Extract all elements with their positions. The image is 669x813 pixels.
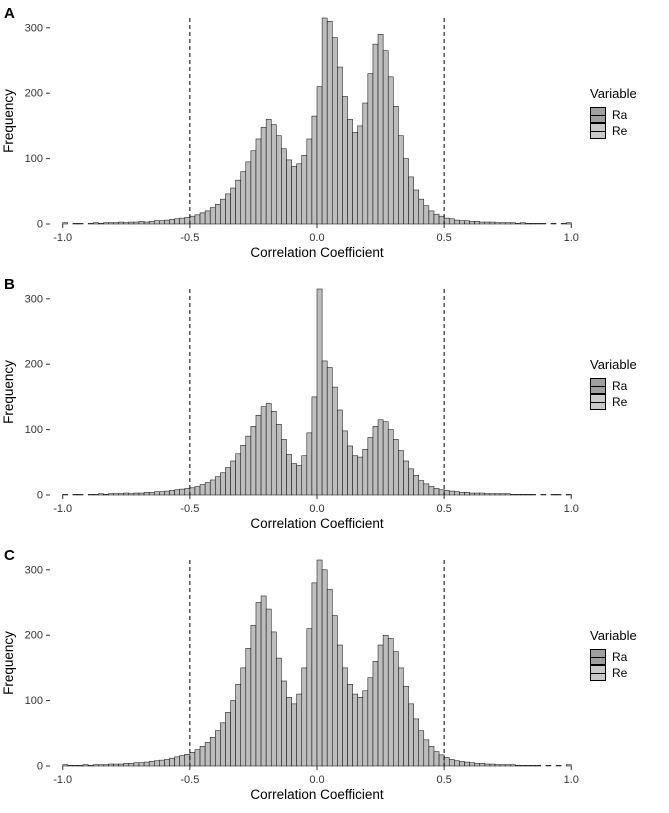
y-tick-label: 100 xyxy=(25,153,43,165)
legend-keys: Ra Re xyxy=(590,649,627,682)
legend-title: Variable xyxy=(590,356,637,372)
y-tick-label: 300 xyxy=(25,564,43,576)
y-tick-label: 200 xyxy=(25,629,43,641)
legend-A: Variable Ra Re xyxy=(590,86,669,140)
legend-B: Variable Ra Re xyxy=(590,357,669,411)
histogram-bars xyxy=(62,288,572,495)
x-tick-label: 1.0 xyxy=(564,232,579,244)
x-axis-label: Correlation Coefficient xyxy=(250,516,384,531)
legend-item-ra: Ra xyxy=(590,378,627,395)
x-tick-label: -1.0 xyxy=(53,774,72,786)
x-tick-label: -0.5 xyxy=(180,774,199,786)
legend-item-re: Re xyxy=(590,394,627,411)
y-tick-label: 200 xyxy=(25,87,43,99)
y-axis-label: Frequency xyxy=(1,359,16,423)
x-tick-label: -0.5 xyxy=(180,232,199,244)
legend-item-re: Re xyxy=(590,123,627,140)
x-tick-label: 0.5 xyxy=(436,774,451,786)
histogram-bars xyxy=(62,17,572,224)
x-axis-label: Correlation Coefficient xyxy=(250,787,384,802)
x-tick-label: -0.5 xyxy=(180,503,199,515)
legend-C: Variable Ra Re xyxy=(590,628,669,682)
legend-swatch-ra xyxy=(590,378,606,394)
legend-item-re: Re xyxy=(590,665,627,682)
y-tick-label: 100 xyxy=(25,695,43,707)
histogram-panel-C: -1.0 -0.5 0.0 0.5 1.0 0 100 200 300 Correlation C… xyxy=(1,559,579,802)
legend-title: Variable xyxy=(590,85,637,101)
legend-swatch-ra xyxy=(590,649,606,665)
x-tick-label: -1.0 xyxy=(53,503,72,515)
x-tick-label: 1.0 xyxy=(564,503,579,515)
x-tick-label: 1.0 xyxy=(564,774,579,786)
y-tick-label: 200 xyxy=(25,358,43,370)
panel-label-C: C xyxy=(4,547,15,564)
x-tick-label: 0.0 xyxy=(309,503,324,515)
legend-keys: Ra Re xyxy=(590,378,627,411)
x-tick-label: 0.5 xyxy=(436,503,451,515)
x-tick-label: 0.0 xyxy=(309,774,324,786)
panel-label-B: B xyxy=(4,276,15,293)
y-tick-label: 0 xyxy=(37,760,43,772)
legend-swatch-re xyxy=(590,665,606,681)
legend-title: Variable xyxy=(590,627,637,643)
y-tick-label: 100 xyxy=(25,424,43,436)
y-tick-label: 0 xyxy=(37,218,43,230)
y-axis-label: Frequency xyxy=(1,88,16,152)
x-tick-label: 0.0 xyxy=(309,232,324,244)
legend-swatch-ra xyxy=(590,107,606,123)
legend-swatch-re xyxy=(590,394,606,410)
histogram-panel-A: -1.0 -0.5 0.0 0.5 1.0 0 100 200 300 Correlation C… xyxy=(1,17,579,260)
panel-C: C -1.0 -0.5 0.0 0.5 1.0 0 100 200 300 Correlation… xyxy=(0,542,669,813)
histogram-panel-B: -1.0 -0.5 0.0 0.5 1.0 0 100 200 300 Correlation C… xyxy=(1,288,579,531)
legend-keys: Ra Re xyxy=(590,107,627,140)
y-axis-label: Frequency xyxy=(1,630,16,694)
legend-label-ra: Ra xyxy=(612,650,628,664)
x-tick-label: -1.0 xyxy=(53,232,72,244)
legend-label-ra: Ra xyxy=(612,379,628,393)
legend-label-ra: Ra xyxy=(612,108,628,122)
legend-item-ra: Ra xyxy=(590,107,627,124)
x-axis-label: Correlation Coefficient xyxy=(250,245,384,260)
panel-label-A: A xyxy=(4,5,15,22)
y-tick-label: 0 xyxy=(37,489,43,501)
legend-label-re: Re xyxy=(612,124,628,138)
y-tick-label: 300 xyxy=(25,293,43,305)
panel-B: B -1.0 -0.5 0.0 0.5 1.0 0 100 200 300 Correlation… xyxy=(0,271,669,542)
legend-label-re: Re xyxy=(612,666,628,680)
panel-A: A -1.0 -0.5 0.0 0.5 1.0 0 100 200 300 Correlation… xyxy=(0,0,669,271)
legend-label-re: Re xyxy=(612,395,628,409)
legend-swatch-re xyxy=(590,123,606,139)
legend-item-ra: Ra xyxy=(590,649,627,666)
histogram-bars xyxy=(62,559,572,766)
y-tick-label: 300 xyxy=(25,22,43,34)
x-tick-label: 0.5 xyxy=(436,232,451,244)
